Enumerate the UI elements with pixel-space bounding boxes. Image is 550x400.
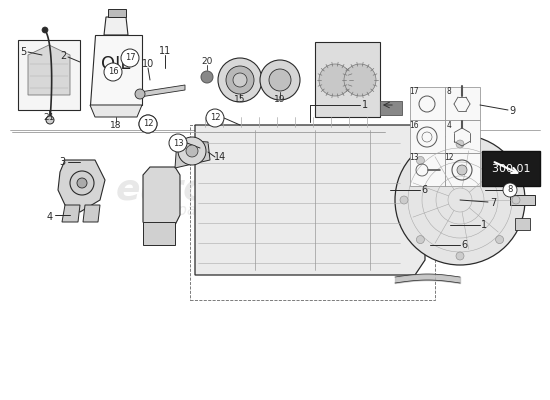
Text: 9: 9: [509, 106, 515, 116]
Text: 5: 5: [20, 47, 26, 57]
Text: 1: 1: [362, 100, 368, 110]
Text: 13: 13: [173, 138, 183, 148]
Polygon shape: [90, 105, 142, 117]
Circle shape: [206, 109, 224, 127]
Bar: [18, 40, 80, 110]
Text: eurospares: eurospares: [116, 173, 344, 207]
Circle shape: [139, 115, 157, 133]
Circle shape: [503, 183, 517, 197]
Polygon shape: [175, 140, 210, 168]
Circle shape: [201, 71, 213, 83]
Bar: [190, 125, 435, 300]
Text: 12: 12: [143, 120, 153, 128]
Polygon shape: [28, 45, 70, 95]
Circle shape: [416, 236, 425, 244]
Circle shape: [77, 178, 87, 188]
Circle shape: [416, 156, 425, 164]
Polygon shape: [143, 222, 175, 245]
Text: 14: 14: [214, 152, 226, 162]
Bar: [445, 120, 480, 153]
Circle shape: [186, 145, 198, 157]
Text: 21: 21: [43, 114, 54, 122]
Circle shape: [400, 196, 408, 204]
Polygon shape: [58, 160, 105, 212]
Text: 4: 4: [47, 212, 53, 222]
Text: 8: 8: [507, 186, 513, 194]
Polygon shape: [62, 205, 80, 222]
Circle shape: [319, 64, 351, 96]
Circle shape: [456, 252, 464, 260]
Text: 16: 16: [409, 120, 419, 130]
Text: 7: 7: [490, 198, 496, 208]
Circle shape: [395, 135, 525, 265]
Text: 17: 17: [125, 54, 135, 62]
Text: 4: 4: [447, 120, 452, 130]
Circle shape: [233, 73, 247, 87]
Circle shape: [135, 89, 145, 99]
Text: 13: 13: [409, 154, 419, 162]
Polygon shape: [143, 167, 180, 230]
Text: a parts catalogue: a parts catalogue: [163, 202, 297, 218]
Bar: [410, 120, 445, 153]
Circle shape: [218, 58, 262, 102]
Text: 20: 20: [201, 58, 213, 66]
Circle shape: [42, 27, 48, 33]
Bar: [108, 9, 126, 17]
Circle shape: [169, 134, 187, 152]
Bar: [482, 151, 540, 186]
Circle shape: [457, 165, 467, 175]
Bar: [445, 87, 480, 120]
Polygon shape: [195, 125, 425, 275]
Circle shape: [139, 115, 157, 133]
Polygon shape: [104, 17, 128, 35]
Text: 1: 1: [481, 220, 487, 230]
Bar: [410, 87, 445, 120]
Text: 3: 3: [59, 157, 65, 167]
Circle shape: [178, 137, 206, 165]
Text: 11: 11: [159, 46, 171, 56]
Text: 15: 15: [234, 96, 246, 104]
Circle shape: [260, 60, 300, 100]
Circle shape: [344, 64, 376, 96]
Circle shape: [456, 140, 464, 148]
Text: 300 01: 300 01: [492, 164, 530, 174]
Text: OIL: OIL: [101, 55, 131, 73]
Text: 8: 8: [447, 88, 452, 96]
Bar: [410, 153, 445, 186]
Text: 12: 12: [444, 154, 454, 162]
Text: 19: 19: [274, 96, 286, 104]
Bar: [380, 101, 402, 115]
Circle shape: [144, 120, 152, 128]
Text: 10: 10: [142, 59, 154, 69]
Polygon shape: [510, 195, 535, 205]
Polygon shape: [515, 173, 530, 185]
Text: 18: 18: [110, 120, 122, 130]
Bar: [315, 42, 380, 117]
Polygon shape: [90, 35, 142, 105]
Text: 12: 12: [210, 114, 220, 122]
Polygon shape: [83, 205, 100, 222]
Text: 6: 6: [461, 240, 467, 250]
Circle shape: [70, 171, 94, 195]
Circle shape: [496, 236, 504, 244]
Circle shape: [496, 156, 504, 164]
Circle shape: [512, 196, 520, 204]
Text: 17: 17: [409, 88, 419, 96]
Text: 6: 6: [421, 185, 427, 195]
Circle shape: [269, 69, 291, 91]
Polygon shape: [515, 218, 530, 230]
Polygon shape: [140, 85, 185, 97]
Text: 2: 2: [60, 51, 66, 61]
Circle shape: [104, 63, 122, 81]
Circle shape: [121, 49, 139, 67]
Circle shape: [226, 66, 254, 94]
Bar: [445, 153, 480, 186]
Text: 16: 16: [108, 68, 118, 76]
Circle shape: [46, 116, 54, 124]
